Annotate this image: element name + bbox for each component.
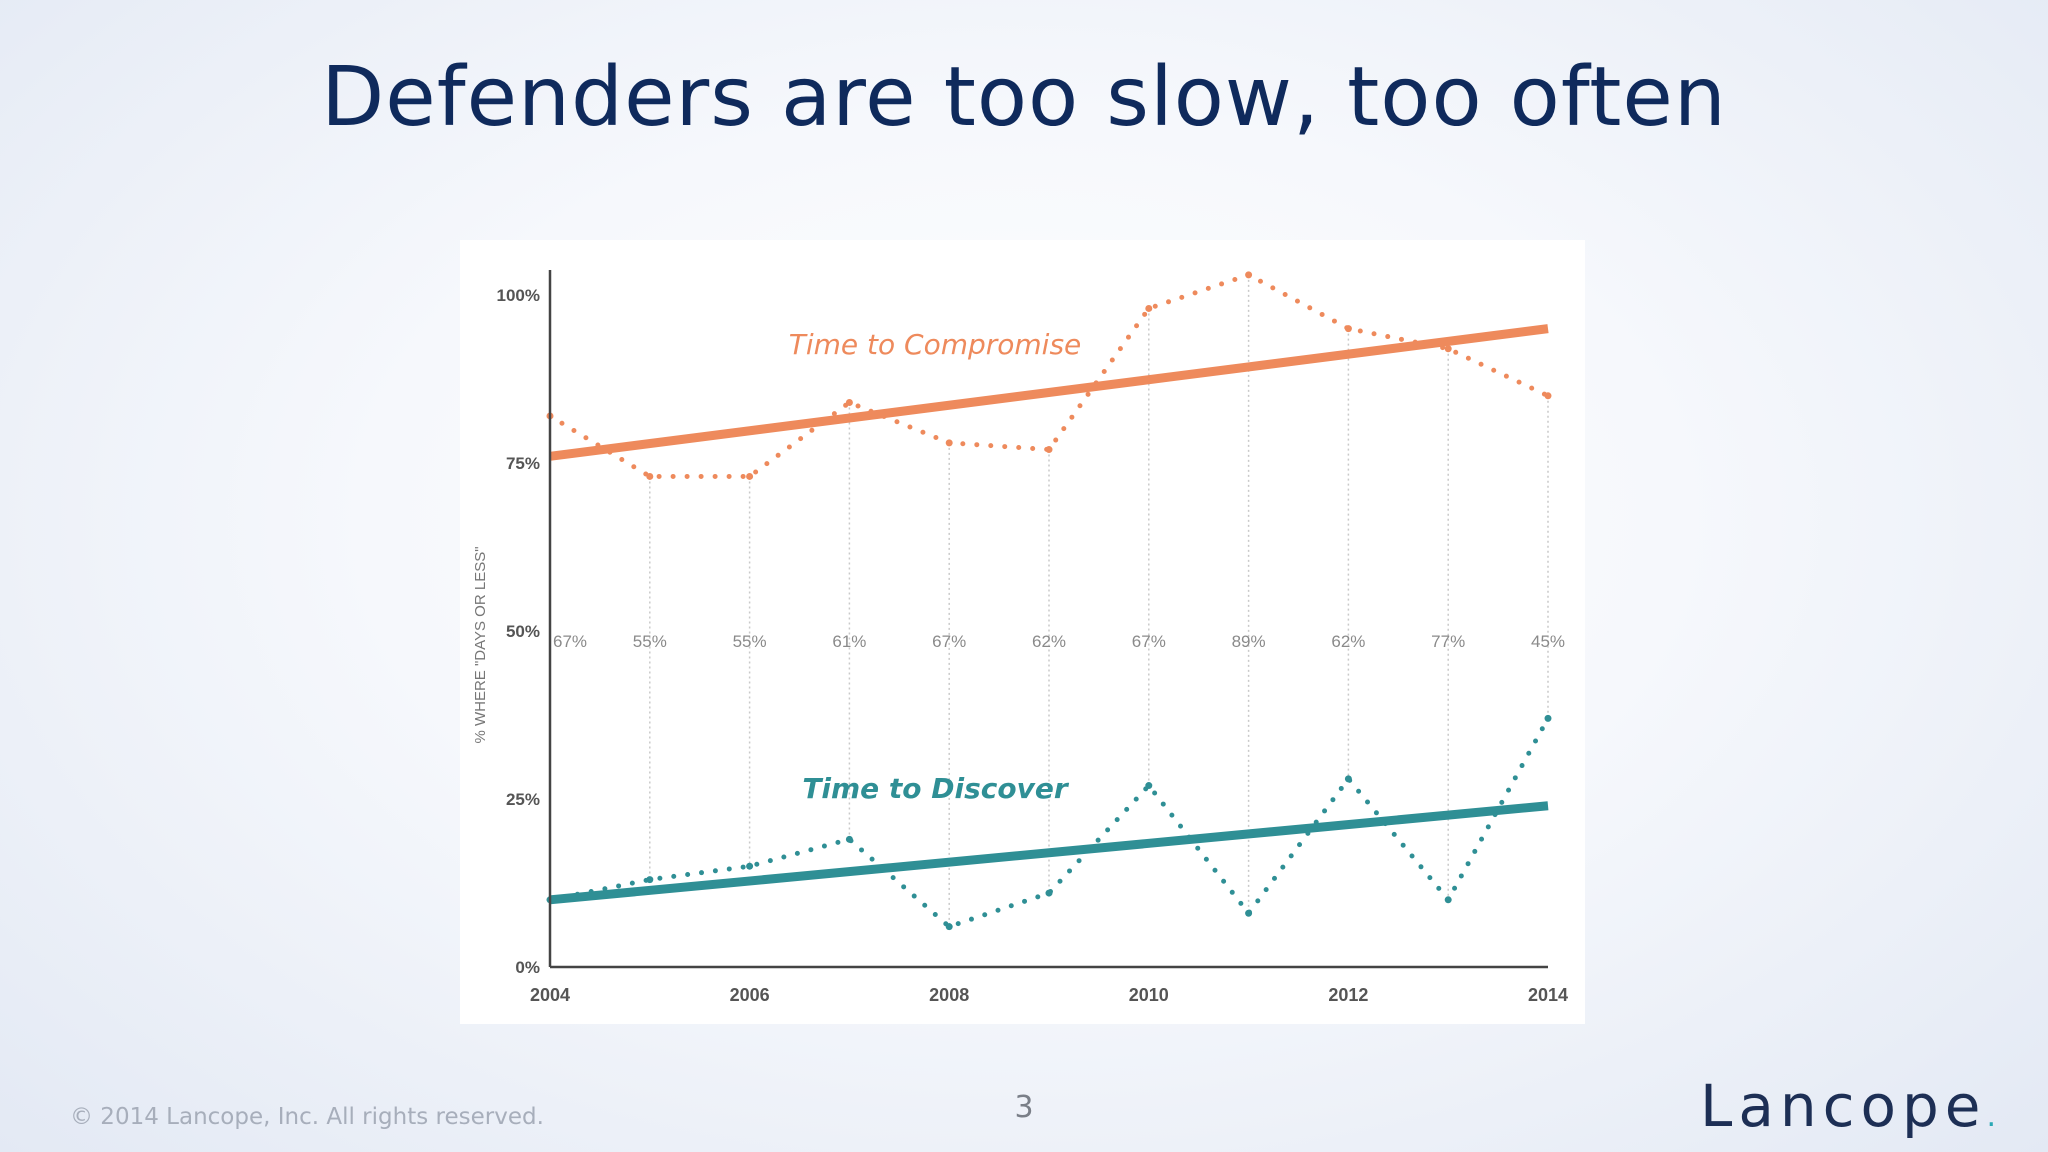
data-point-1-2006 [746,862,754,870]
gap-label: 55% [633,632,667,651]
page-number: 3 [1014,1090,1034,1125]
lancope-logo: Lancope. [1700,1072,1996,1140]
gap-label: 61% [832,632,866,651]
data-point-1-2013 [1444,896,1452,904]
gap-label: 45% [1531,632,1565,651]
x-tick-label: 2014 [1528,985,1568,1005]
gap-label: 55% [733,632,767,651]
data-point-1-2005 [646,876,654,884]
gap-label: 62% [1032,632,1066,651]
year-guide-lines [549,274,1549,927]
data-point-1-2014 [1544,714,1552,722]
data-point-0-2013 [1444,345,1452,353]
line-chart: 0%25%50%75%100%2004 2006 2008 2010 2012 2014 … [472,270,1569,1005]
gap-label: 67% [1132,632,1166,651]
x-tick-label: 2006 [730,985,770,1005]
x-tick-label: 2008 [929,985,969,1005]
logo-dot: . [1986,1099,1997,1134]
x-tick-label: 2012 [1328,985,1368,1005]
y-tick-label: 0% [515,958,540,977]
dotted-series [546,271,1552,931]
footer-copyright: © 2014 Lancope, Inc. All rights reserved… [70,1104,544,1130]
gap-label: 62% [1331,632,1365,651]
y-tick-label: 25% [506,790,540,809]
data-point-0-2007 [845,399,853,407]
trend-lines [549,324,1549,905]
data-point-0-2011 [1245,271,1253,279]
trend-line-0 [549,324,1549,461]
y-axis-label: % WHERE "DAYS OR LESS" [472,546,489,743]
data-point-1-2009 [1045,889,1053,897]
data-point-0-2012 [1344,325,1352,333]
gap-label: 67% [553,632,587,651]
trend-line-1 [549,801,1549,905]
data-point-1-2008 [945,923,953,931]
data-point-1-2011 [1245,909,1253,917]
logo-text: Lancope [1700,1072,1987,1140]
data-point-0-2008 [945,439,953,447]
data-point-0-2005 [646,472,654,480]
axes [548,270,1548,969]
chart-panel: 0% 25% 50% 75% 100% 2004 2006 2008 2010 2012 2014 … [460,240,1585,1024]
data-point-1-2010 [1145,782,1153,790]
data-point-0-2006 [746,472,754,480]
slide-title: Defenders are too slow, too often [321,50,1727,145]
data-point-1-2012 [1344,775,1352,783]
data-point-0-2010 [1145,304,1153,312]
data-point-0-2014 [1544,392,1552,400]
y-tick-label: 100% [497,286,540,305]
series-label-discover: Time to Discover [802,772,1070,805]
x-tick-label: 2010 [1129,985,1169,1005]
tick-labels: 0% 25% 50% 75% 100% 2004 2006 2008 2010 2012 2014 [497,286,1569,1005]
y-tick-label: 75% [506,454,540,473]
gap-label: 67% [932,632,966,651]
gap-labels: 67% 55% 55% 61% 67% 62% 67% 89% 62% 77% 45% [553,632,1565,651]
data-point-0-2009 [1045,446,1053,454]
x-tick-label: 2004 [530,985,570,1005]
gap-label: 89% [1232,632,1266,651]
data-point-1-2007 [845,835,853,843]
gap-label: 77% [1431,632,1465,651]
y-tick-label: 50% [506,622,540,641]
series-label-compromise: Time to Compromise [789,328,1082,361]
